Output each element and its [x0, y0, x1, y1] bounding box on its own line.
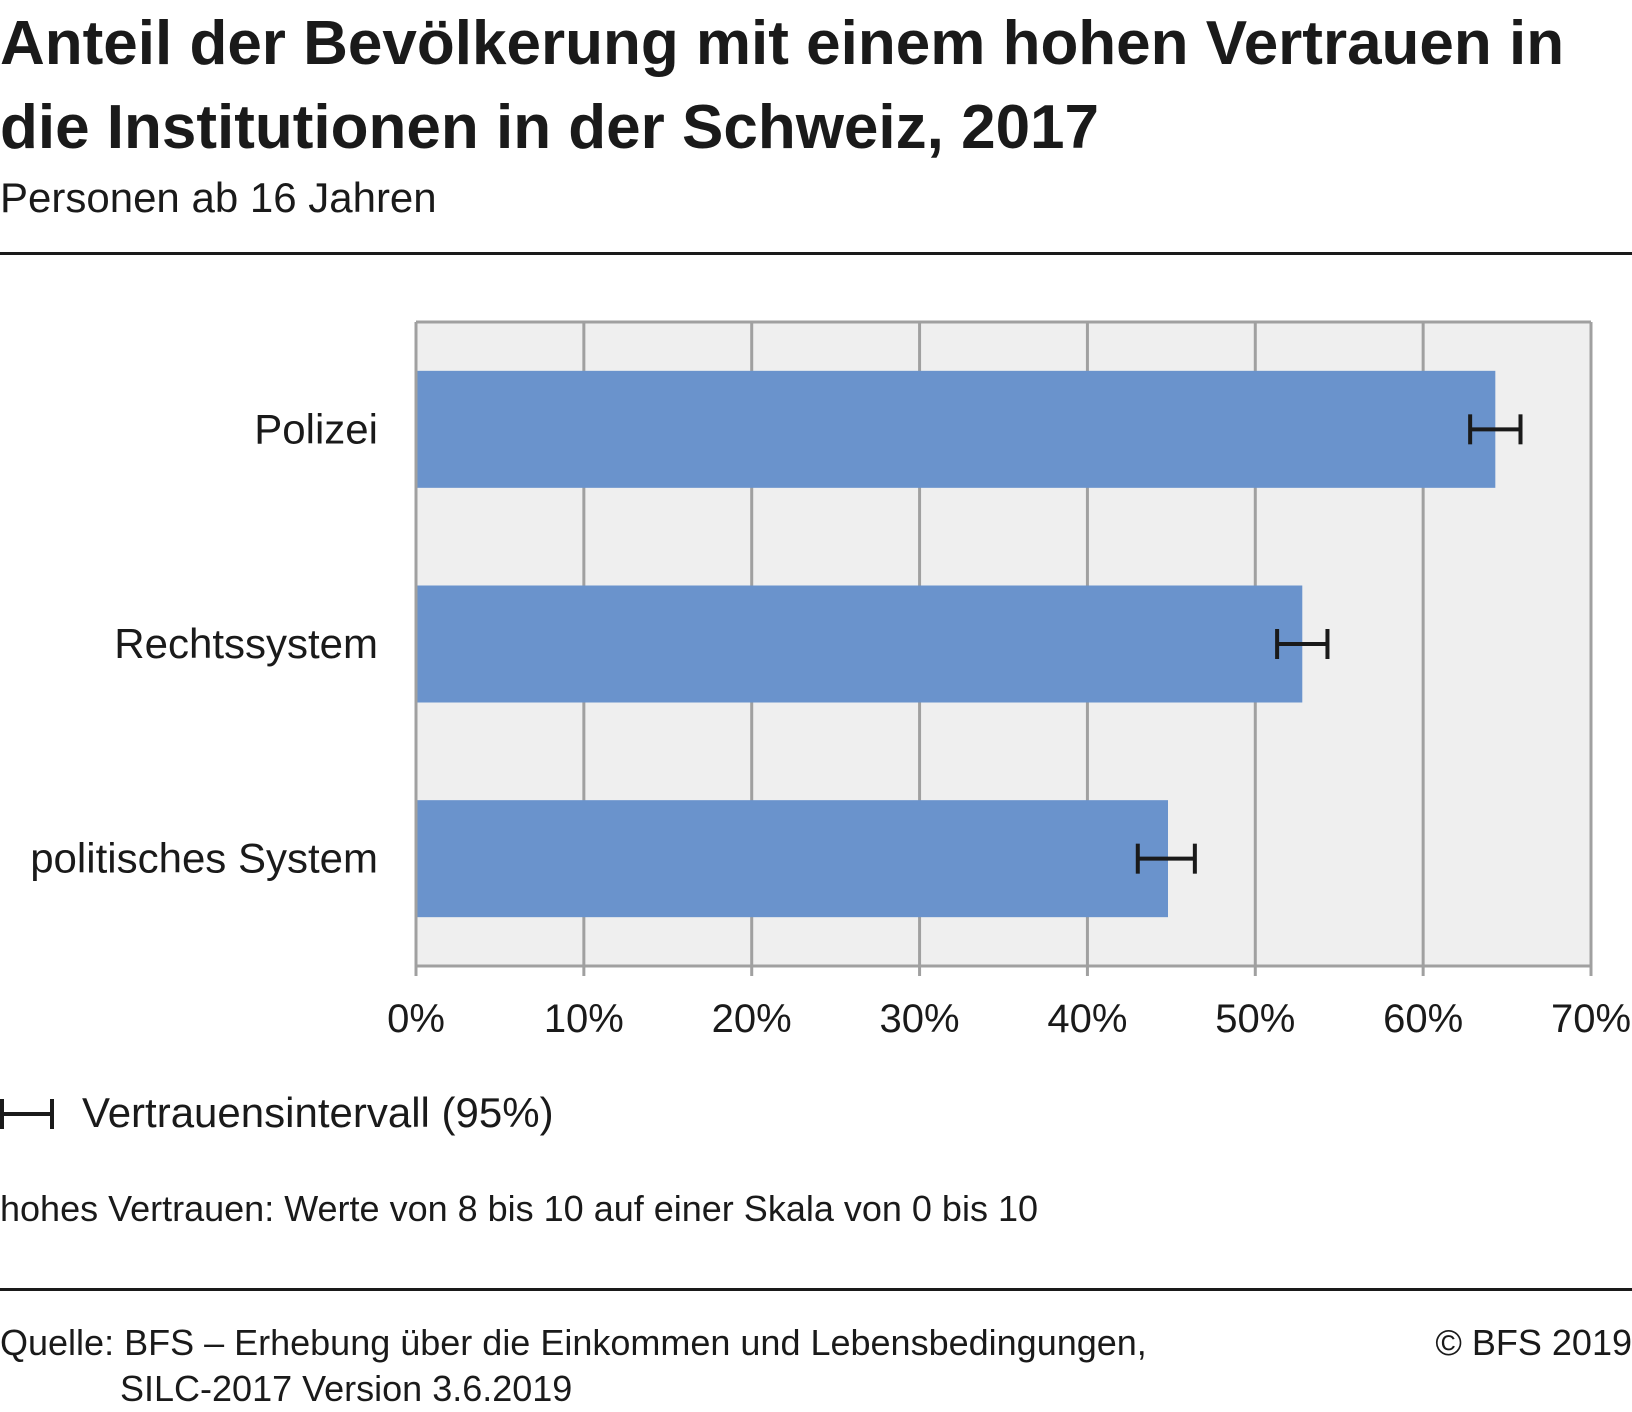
- error-bar-icon: [0, 1099, 54, 1129]
- category-label: Polizei: [254, 405, 378, 452]
- x-tick-label: 20%: [712, 997, 792, 1040]
- bar-chart: 0% 10% 20% 30% 40% 50% 60% 70% Polizei Rechtssyst…: [30, 320, 1631, 1040]
- x-tick-label: 40%: [1047, 997, 1127, 1040]
- bar: [416, 585, 1303, 703]
- x-tick-label: 50%: [1215, 997, 1295, 1040]
- x-tick-label: 0%: [387, 997, 445, 1040]
- footnote: hohes Vertrauen: Werte von 8 bis 10 auf …: [0, 1188, 1038, 1229]
- top-divider: [0, 252, 1632, 255]
- source-line-1: Quelle: BFS – Erhebung über die Einkomme…: [0, 1322, 1147, 1363]
- category-label: Rechtssystem: [114, 620, 378, 667]
- chart-subtitle: Personen ab 16 Jahren: [0, 174, 437, 221]
- legend-label: Vertrauensintervall (95%): [82, 1089, 554, 1136]
- copyright: © BFS 2019: [1435, 1322, 1632, 1363]
- x-tick-label: 10%: [544, 997, 624, 1040]
- x-tick-label: 70%: [1551, 997, 1631, 1040]
- bottom-divider: [0, 1288, 1632, 1291]
- chart-title: Anteil der Bevölkerung mit einem hohen V…: [0, 9, 1565, 162]
- x-tick-label: 30%: [880, 997, 960, 1040]
- source-line-2: SILC-2017 Version 3.6.2019: [120, 1368, 573, 1409]
- category-label: politisches System: [30, 835, 378, 882]
- source-note: Quelle: BFS – Erhebung über die Einkomme…: [0, 1320, 1147, 1412]
- legend: Vertrauensintervall (95%): [0, 1088, 554, 1138]
- bar: [416, 800, 1168, 918]
- x-tick-label: 60%: [1383, 997, 1463, 1040]
- bar: [416, 370, 1496, 488]
